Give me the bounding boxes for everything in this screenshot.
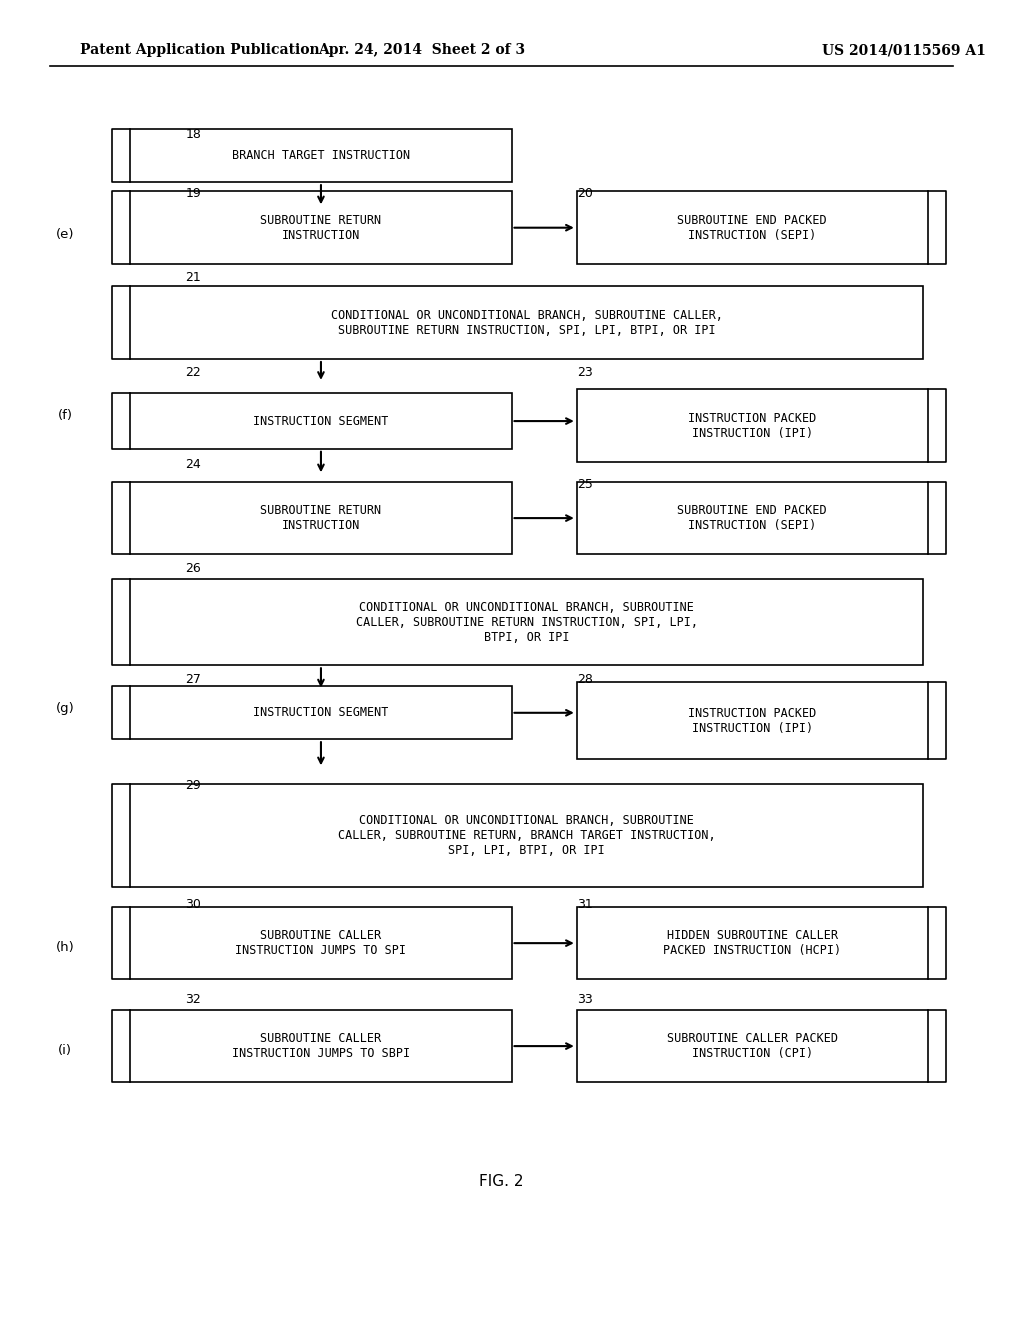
Text: 31: 31 [577, 898, 593, 911]
Text: US 2014/0115569 A1: US 2014/0115569 A1 [822, 44, 986, 57]
FancyBboxPatch shape [130, 286, 923, 359]
FancyBboxPatch shape [577, 1010, 928, 1082]
Text: (e): (e) [56, 228, 75, 242]
FancyBboxPatch shape [130, 482, 512, 554]
Text: 21: 21 [185, 271, 202, 284]
Text: INSTRUCTION PACKED
INSTRUCTION (IPI): INSTRUCTION PACKED INSTRUCTION (IPI) [688, 412, 816, 440]
FancyBboxPatch shape [130, 579, 923, 665]
Text: SUBROUTINE END PACKED
INSTRUCTION (SEPI): SUBROUTINE END PACKED INSTRUCTION (SEPI) [678, 214, 827, 242]
Text: 33: 33 [577, 993, 593, 1006]
FancyBboxPatch shape [577, 482, 928, 554]
Text: Patent Application Publication: Patent Application Publication [80, 44, 319, 57]
Text: 24: 24 [185, 458, 202, 471]
Text: SUBROUTINE CALLER
INSTRUCTION JUMPS TO SBPI: SUBROUTINE CALLER INSTRUCTION JUMPS TO S… [231, 1032, 410, 1060]
FancyBboxPatch shape [130, 1010, 512, 1082]
Text: 19: 19 [185, 187, 202, 201]
Text: (f): (f) [57, 409, 73, 422]
Text: 20: 20 [577, 187, 593, 201]
FancyBboxPatch shape [130, 393, 512, 449]
Text: INSTRUCTION SEGMENT: INSTRUCTION SEGMENT [253, 414, 389, 428]
Text: 26: 26 [185, 562, 202, 576]
FancyBboxPatch shape [130, 191, 512, 264]
Text: HIDDEN SUBROUTINE CALLER
PACKED INSTRUCTION (HCPI): HIDDEN SUBROUTINE CALLER PACKED INSTRUCT… [664, 929, 842, 957]
FancyBboxPatch shape [130, 686, 512, 739]
FancyBboxPatch shape [577, 907, 928, 979]
Text: 32: 32 [185, 993, 202, 1006]
Text: (g): (g) [56, 702, 75, 715]
Text: 30: 30 [185, 898, 202, 911]
Text: INSTRUCTION PACKED
INSTRUCTION (IPI): INSTRUCTION PACKED INSTRUCTION (IPI) [688, 706, 816, 735]
Text: FIG. 2: FIG. 2 [479, 1173, 523, 1189]
Text: SUBROUTINE RETURN
INSTRUCTION: SUBROUTINE RETURN INSTRUCTION [260, 214, 382, 242]
Text: BRANCH TARGET INSTRUCTION: BRANCH TARGET INSTRUCTION [231, 149, 410, 162]
Text: 29: 29 [185, 779, 202, 792]
Text: 27: 27 [185, 673, 202, 686]
Text: SUBROUTINE RETURN
INSTRUCTION: SUBROUTINE RETURN INSTRUCTION [260, 504, 382, 532]
Text: CONDITIONAL OR UNCONDITIONAL BRANCH, SUBROUTINE
CALLER, SUBROUTINE RETURN INSTRU: CONDITIONAL OR UNCONDITIONAL BRANCH, SUB… [355, 601, 697, 644]
Text: 28: 28 [577, 673, 593, 686]
Text: CONDITIONAL OR UNCONDITIONAL BRANCH, SUBROUTINE
CALLER, SUBROUTINE RETURN, BRANC: CONDITIONAL OR UNCONDITIONAL BRANCH, SUB… [338, 814, 716, 857]
Text: INSTRUCTION SEGMENT: INSTRUCTION SEGMENT [253, 706, 389, 719]
Text: SUBROUTINE CALLER PACKED
INSTRUCTION (CPI): SUBROUTINE CALLER PACKED INSTRUCTION (CP… [667, 1032, 838, 1060]
Text: CONDITIONAL OR UNCONDITIONAL BRANCH, SUBROUTINE CALLER,
SUBROUTINE RETURN INSTRU: CONDITIONAL OR UNCONDITIONAL BRANCH, SUB… [331, 309, 723, 337]
FancyBboxPatch shape [130, 129, 512, 182]
Text: 18: 18 [185, 128, 202, 141]
FancyBboxPatch shape [577, 682, 928, 759]
Text: 22: 22 [185, 366, 202, 379]
Text: Apr. 24, 2014  Sheet 2 of 3: Apr. 24, 2014 Sheet 2 of 3 [317, 44, 525, 57]
Text: SUBROUTINE END PACKED
INSTRUCTION (SEPI): SUBROUTINE END PACKED INSTRUCTION (SEPI) [678, 504, 827, 532]
Text: 23: 23 [577, 366, 593, 379]
FancyBboxPatch shape [130, 784, 923, 887]
Text: SUBROUTINE CALLER
INSTRUCTION JUMPS TO SPI: SUBROUTINE CALLER INSTRUCTION JUMPS TO S… [236, 929, 407, 957]
FancyBboxPatch shape [130, 907, 512, 979]
Text: (h): (h) [56, 941, 75, 954]
Text: 25: 25 [577, 478, 593, 491]
FancyBboxPatch shape [577, 389, 928, 462]
Text: (i): (i) [58, 1044, 73, 1057]
FancyBboxPatch shape [577, 191, 928, 264]
